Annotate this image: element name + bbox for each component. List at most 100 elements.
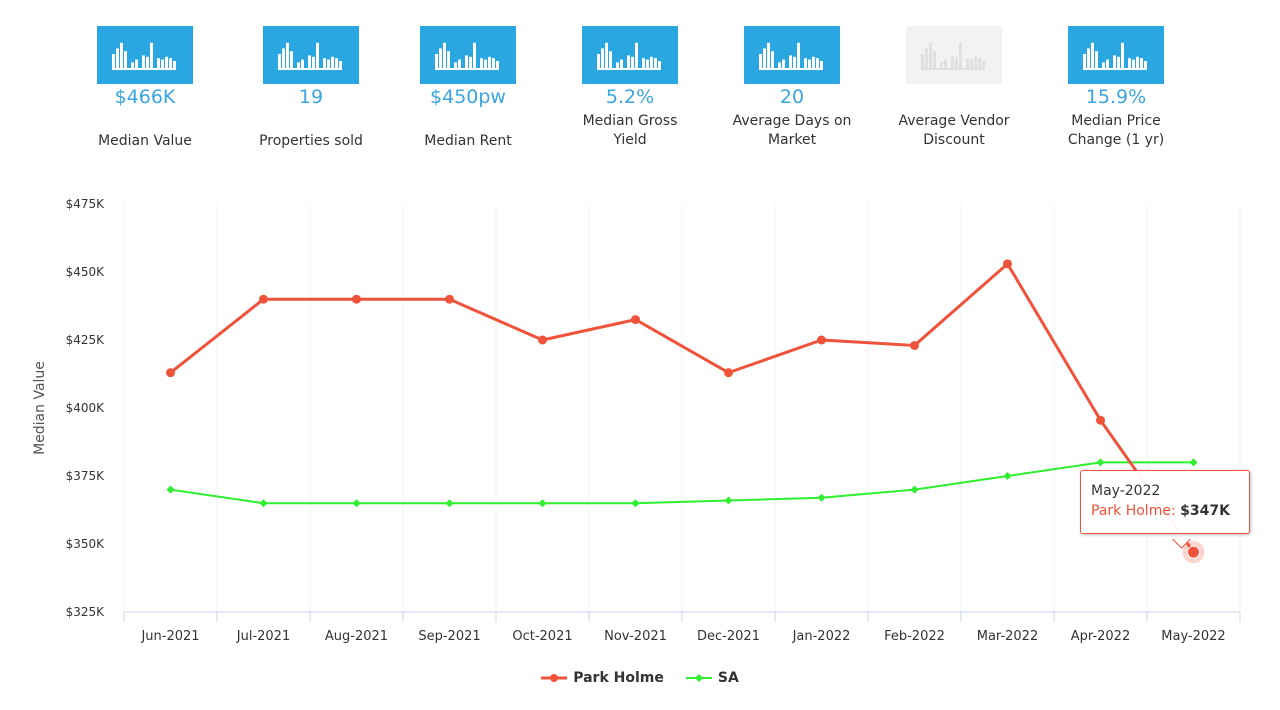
- stat-properties-sold[interactable]: 19 Properties sold: [246, 26, 376, 151]
- stat-average-vendor-discount[interactable]: Average Vendor Discount: [889, 26, 1019, 150]
- glyph-baseline: [759, 68, 823, 70]
- y-tick-label: $475K: [66, 197, 106, 211]
- glyph-baseline: [597, 68, 661, 70]
- stat-value: $466K: [114, 86, 176, 108]
- data-point-sa: [1189, 458, 1198, 467]
- bar-chart-icon: [263, 26, 359, 84]
- glyph-bar: [1136, 56, 1139, 68]
- chart-legend: Park Holme SA: [0, 670, 1280, 686]
- glyph-bar: [778, 62, 781, 68]
- stat-value: 19: [298, 86, 324, 108]
- y-axis-title: Median Value: [32, 361, 48, 455]
- glyph-bar: [286, 42, 289, 68]
- glyph-bar: [1091, 42, 1094, 68]
- glyph-bar: [620, 59, 623, 68]
- stat-label: Average Vendor Discount: [898, 113, 1010, 148]
- glyph-bar: [1087, 48, 1090, 68]
- glyph-bar: [173, 61, 176, 68]
- glyph-bar: [1113, 55, 1116, 68]
- glyph-bar: [966, 58, 969, 68]
- glyph-bar: [616, 62, 619, 68]
- stat-value: 20: [779, 86, 805, 108]
- glyph-bar: [940, 62, 943, 68]
- median-value-line-chart[interactable]: Jun-2021 Jul-2021 Aug-2021 Sep-2021 Oct-2021…: [0, 180, 1280, 660]
- glyph-bar: [804, 58, 807, 68]
- glyph-bar: [339, 61, 342, 68]
- glyph-bar: [650, 56, 653, 68]
- tooltip-row: Park Holme: $347K: [1091, 501, 1249, 521]
- glyph-bar: [970, 59, 973, 68]
- glyph-bar: [131, 62, 134, 68]
- legend-item-sa[interactable]: SA: [685, 670, 739, 686]
- tooltip-separator: :: [1170, 503, 1176, 519]
- x-tick-label: Apr-2022: [1071, 629, 1130, 644]
- y-tick-label: $325K: [66, 605, 106, 619]
- glyph-bar: [331, 56, 334, 68]
- bar-chart-glyph: [278, 42, 342, 70]
- stat-median-value[interactable]: $466K Median Value: [80, 26, 210, 151]
- data-point-sa: [259, 499, 268, 508]
- series-line-sa: [170, 461, 1194, 505]
- stat-median-rent[interactable]: $450pw Median Rent: [403, 26, 533, 151]
- glyph-bar: [631, 56, 634, 68]
- glyph-bar: [635, 42, 638, 68]
- stat-value: 15.9%: [1085, 86, 1147, 108]
- glyph-bar: [327, 59, 330, 68]
- glyph-bar: [797, 42, 800, 68]
- data-point-park-holme: [538, 335, 547, 345]
- data-point-park-holme: [1096, 415, 1105, 425]
- glyph-bar: [278, 54, 281, 68]
- glyph-bar: [492, 58, 495, 68]
- glyph-bar: [297, 62, 300, 68]
- glyph-bar: [112, 54, 115, 68]
- glyph-bar: [793, 56, 796, 68]
- glyph-bar: [1128, 58, 1131, 68]
- data-point-park-holme: [166, 368, 175, 378]
- x-tick-label: Jan-2022: [792, 629, 851, 644]
- x-tick-label: Jun-2021: [140, 629, 199, 644]
- glyph-bar: [157, 58, 160, 68]
- bar-chart-glyph: [112, 42, 176, 70]
- glyph-bar: [161, 59, 164, 68]
- data-point-park-holme: [1003, 259, 1012, 269]
- stat-median-price-change[interactable]: 15.9% Median Price Change (1 yr): [1051, 26, 1181, 150]
- glyph-bar: [933, 51, 936, 68]
- x-tick-label: Nov-2021: [604, 629, 667, 644]
- data-point-sa: [1003, 472, 1012, 480]
- tooltip-series: Park Holme: [1091, 503, 1171, 519]
- glyph-bar: [142, 55, 145, 68]
- glyph-bar: [316, 42, 319, 68]
- data-point-park-holme: [352, 294, 361, 304]
- stat-label: Median Price Change (1 yr): [1067, 113, 1165, 148]
- chart-tooltip: May-2022 Park Holme: $347K: [1080, 470, 1250, 534]
- glyph-bar: [978, 58, 981, 68]
- data-point-sa: [352, 499, 361, 508]
- data-point-sa: [445, 499, 454, 508]
- glyph-bar: [605, 42, 608, 68]
- glyph-bar: [771, 51, 774, 68]
- glyph-bar: [925, 48, 928, 68]
- stat-median-gross-yield[interactable]: 5.2% Median Gross Yield: [565, 26, 695, 150]
- series-line-park-holme: [169, 262, 1195, 554]
- glyph-bar: [646, 59, 649, 68]
- stat-average-days-on-market[interactable]: 20 Average Days on Market: [727, 26, 857, 150]
- glyph-baseline: [112, 68, 176, 70]
- glyph-bar: [1095, 51, 1098, 68]
- legend-marker-sa: [685, 674, 712, 682]
- glyph-bar: [1083, 54, 1086, 68]
- data-point-park-holme: [631, 315, 640, 325]
- y-tick-label: $375K: [66, 469, 106, 483]
- legend-label: SA: [717, 670, 739, 686]
- x-tick-label: Aug-2021: [325, 629, 388, 644]
- glyph-bar: [820, 61, 823, 68]
- bar-chart-glyph: [435, 42, 499, 70]
- y-tick-label: $350K: [66, 537, 106, 551]
- bar-chart-icon: [744, 26, 840, 84]
- glyph-bar: [335, 58, 338, 68]
- glyph-bar: [1102, 62, 1105, 68]
- bar-chart-icon: [582, 26, 678, 84]
- stat-label: Average Days on Market: [732, 113, 852, 148]
- bar-chart-icon: [420, 26, 516, 84]
- stats-bar: $466K Median Value 19 Properties sold $4…: [0, 0, 1280, 170]
- legend-item-park-holme[interactable]: Park Holme: [541, 670, 664, 686]
